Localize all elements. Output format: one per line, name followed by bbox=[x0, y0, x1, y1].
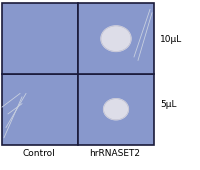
Circle shape bbox=[104, 99, 128, 120]
Text: 10μL: 10μL bbox=[160, 36, 182, 44]
Text: Control: Control bbox=[23, 149, 55, 157]
Text: hrRNASET2: hrRNASET2 bbox=[89, 149, 140, 157]
Bar bbox=[2, 3, 78, 74]
Bar bbox=[78, 74, 154, 144]
Text: 5μL: 5μL bbox=[160, 100, 177, 109]
Bar bbox=[78, 3, 154, 74]
Bar bbox=[2, 74, 78, 144]
Circle shape bbox=[101, 26, 131, 52]
